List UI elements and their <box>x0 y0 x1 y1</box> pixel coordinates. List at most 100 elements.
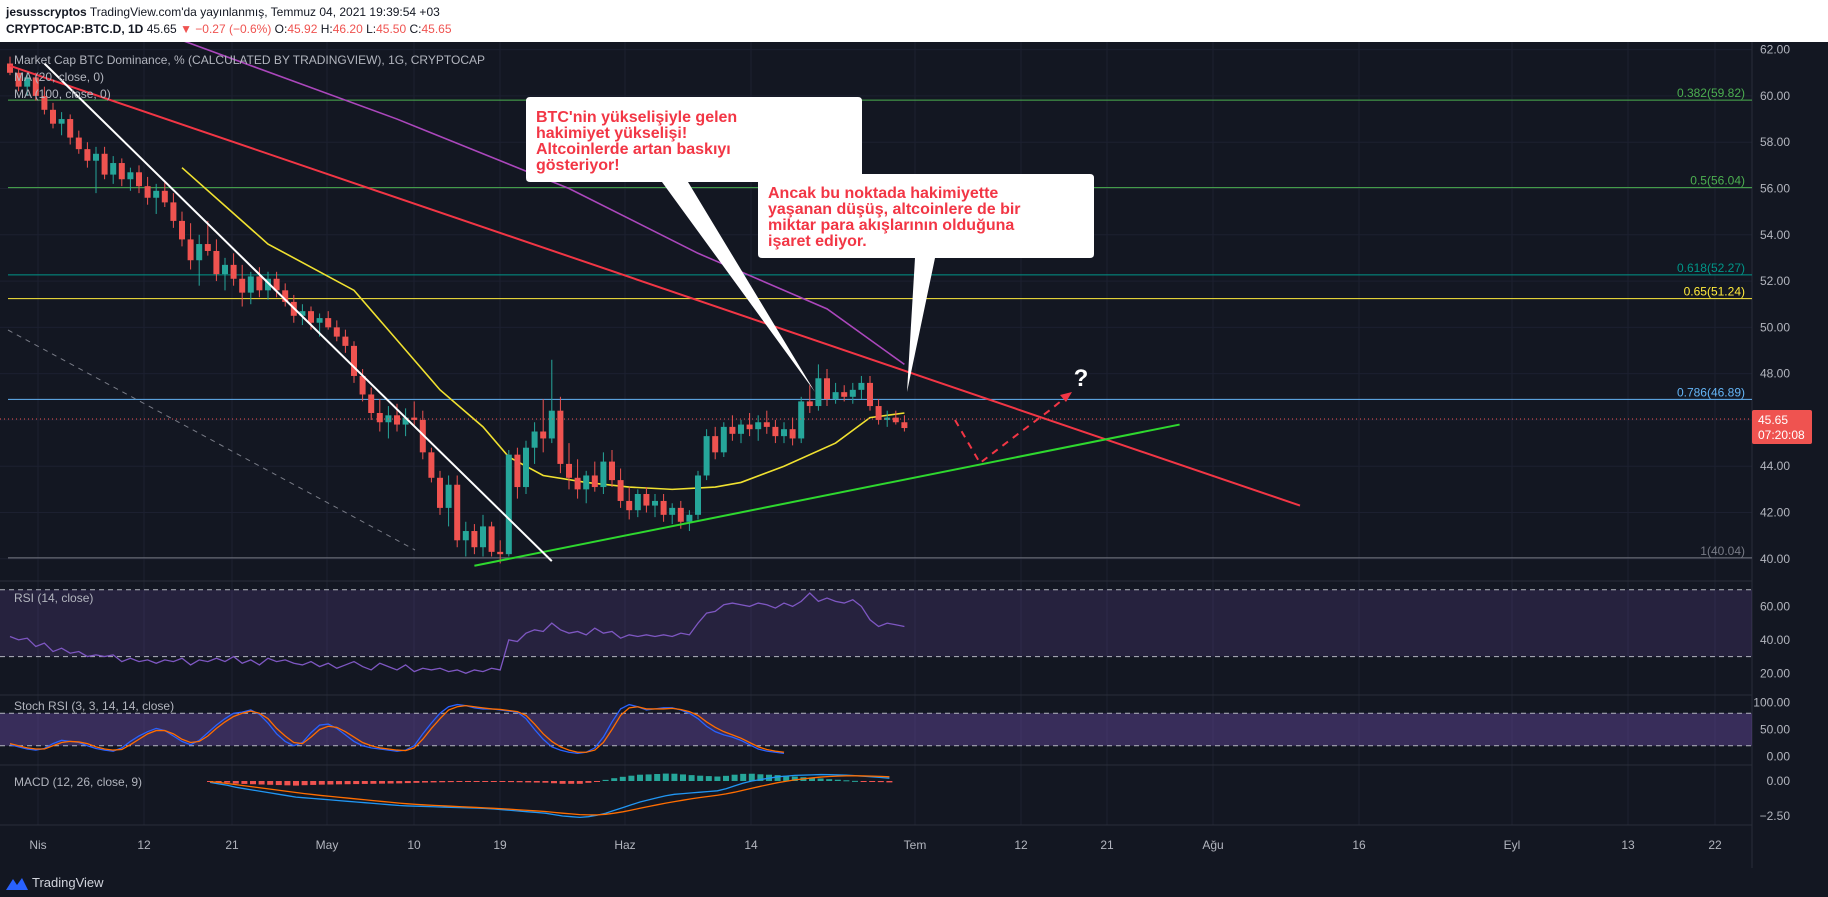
price-tick: 40.00 <box>1760 552 1790 566</box>
time-tick: May <box>316 838 339 852</box>
candle-body <box>884 417 891 420</box>
fib-label: 0.5(56.04) <box>1690 174 1745 188</box>
candle-body <box>514 454 521 488</box>
candle-body <box>351 345 357 376</box>
rsi-pane: 60.00 40.00 20.00 <box>0 589 1790 680</box>
candle-body <box>660 500 667 515</box>
candle-body <box>7 63 13 73</box>
callout-1[interactable]: BTC'nin yükselişiyle gelen hakimiyet yüks… <box>526 97 862 392</box>
candle-body <box>875 406 882 420</box>
candle-body <box>342 336 349 346</box>
main-legend[interactable]: Market Cap BTC Dominance, % (CALCULATED … <box>14 53 485 67</box>
price-badge: 45.65 07:20:08 <box>1752 410 1812 444</box>
time-axis[interactable]: Nis 12 21 May 10 19 Haz 14 Tem 12 21 Ağu 16 Eyl 13 22 <box>29 838 1722 852</box>
time-tick: 21 <box>225 838 239 852</box>
macd-legend[interactable]: MACD (12, 26, close, 9) <box>14 775 142 789</box>
candle-body <box>325 318 332 328</box>
macd-hist-bar <box>284 781 291 786</box>
trendline <box>43 62 553 562</box>
macd-hist-bar <box>774 775 781 781</box>
candle-body <box>600 461 607 488</box>
low-label: L: <box>366 22 377 36</box>
candle-body <box>557 410 564 464</box>
rsi-legend[interactable]: RSI (14, close) <box>14 591 93 605</box>
candle-body <box>419 419 426 453</box>
fib-label: 0.382(59.82) <box>1677 86 1745 100</box>
candle-body <box>849 389 856 397</box>
candle-body <box>101 153 108 175</box>
macd-hist-bar <box>327 781 334 785</box>
ma20-legend[interactable]: MA (20, close, 0) <box>14 70 104 84</box>
callout-line: Altcoinlerde artan baskıyı <box>536 141 731 158</box>
time-tick: Eyl <box>1504 838 1521 852</box>
callout-2[interactable]: Ancak bu noktada hakimiyette yaşanan düşü… <box>758 174 1094 392</box>
macd-hist-bar <box>275 781 282 786</box>
dashed-trendline[interactable] <box>7 329 416 551</box>
publish-info: jesusscryptos TradingView.com'da yayınla… <box>6 5 440 19</box>
macd-signal-line <box>209 775 890 816</box>
publish-date: TradingView.com'da yayınlanmış, Temmuz 0… <box>89 5 440 19</box>
macd-hist-bar <box>680 774 686 781</box>
chart-canvas[interactable]: 60.00 40.00 20.00 100.00 50.00 0.00 0.00 −2.5… <box>0 42 1828 868</box>
header-bar: jesusscryptos TradingView.com'da yayınla… <box>0 0 1828 42</box>
brand-name[interactable]: TradingView <box>32 875 104 890</box>
macd-hist-bar <box>594 781 600 782</box>
candle-body <box>497 551 504 555</box>
candle-body <box>50 109 56 124</box>
projection-arrowhead <box>1060 392 1072 402</box>
projection-path[interactable] <box>954 391 1073 465</box>
candle-body <box>488 526 495 552</box>
macd-hist-bar <box>387 781 394 784</box>
candle-body <box>67 119 74 138</box>
time-tick: Tem <box>904 838 927 852</box>
candle-body <box>763 422 770 427</box>
callout-line: işaret ediyor. <box>768 233 867 250</box>
price-axis[interactable]: 62.00 60.00 58.00 56.00 54.00 52.00 50.00 48.00… <box>1760 43 1790 566</box>
time-tick: 21 <box>1100 838 1114 852</box>
rsi-tick: 60.00 <box>1760 599 1790 613</box>
macd-hist-bar <box>404 781 411 784</box>
macd-hist-bar <box>585 781 592 783</box>
candle-body <box>273 278 280 291</box>
macd-hist-bar <box>413 781 420 783</box>
macd-pane: 0.00 −2.50 <box>207 773 1790 823</box>
macd-hist-bar <box>826 779 833 781</box>
price-tick: 52.00 <box>1760 274 1790 288</box>
candle-body <box>110 163 117 175</box>
macd-hist-bar <box>576 781 583 784</box>
macd-hist-bar <box>697 775 704 781</box>
candle-body <box>118 163 125 180</box>
question-mark[interactable]: ? <box>1074 365 1089 392</box>
stoch-legend[interactable]: Stoch RSI (3, 3, 14, 14, close) <box>14 699 174 713</box>
price-tick: 42.00 <box>1760 506 1790 520</box>
ma100-legend[interactable]: MA (100, close, 0) <box>14 87 111 101</box>
macd-hist-bar <box>396 781 403 784</box>
macd-hist-bar <box>619 776 626 781</box>
rsi-band <box>0 589 1752 657</box>
high-value: 46.20 <box>332 22 363 36</box>
macd-hist-bar <box>645 774 652 781</box>
price-tick: 58.00 <box>1760 135 1790 149</box>
macd-hist-bar <box>293 781 299 786</box>
macd-hist-bar <box>809 777 815 781</box>
symbol-name[interactable]: CRYPTOCAP:BTC.D, 1D <box>6 22 144 36</box>
fib-label: 0.786(46.89) <box>1677 385 1745 399</box>
time-tick: Nis <box>29 838 46 852</box>
macd-hist-bar <box>628 775 635 781</box>
macd-line <box>209 773 890 819</box>
stoch-rsi-pane: 100.00 50.00 0.00 <box>0 695 1790 764</box>
moving-averages <box>181 42 905 491</box>
author-name[interactable]: jesusscryptos <box>6 5 87 19</box>
macd-hist-bar <box>490 781 497 782</box>
callout-line: Ancak bu noktada hakimiyette <box>768 185 998 202</box>
candle-body <box>781 429 787 437</box>
candle-body <box>626 500 633 511</box>
symbol-ohlc: CRYPTOCAP:BTC.D, 1D 45.65 ▼ −0.27 (−0.6%… <box>6 22 452 36</box>
tradingview-logo-icon[interactable] <box>6 876 28 890</box>
candle-body <box>196 244 203 261</box>
candlesticks <box>7 56 908 564</box>
macd-hist-bar <box>473 781 480 782</box>
candle-body <box>832 392 839 400</box>
legends: Market Cap BTC Dominance, % (CALCULATED … <box>14 53 485 789</box>
macd-hist-bar <box>310 781 317 785</box>
